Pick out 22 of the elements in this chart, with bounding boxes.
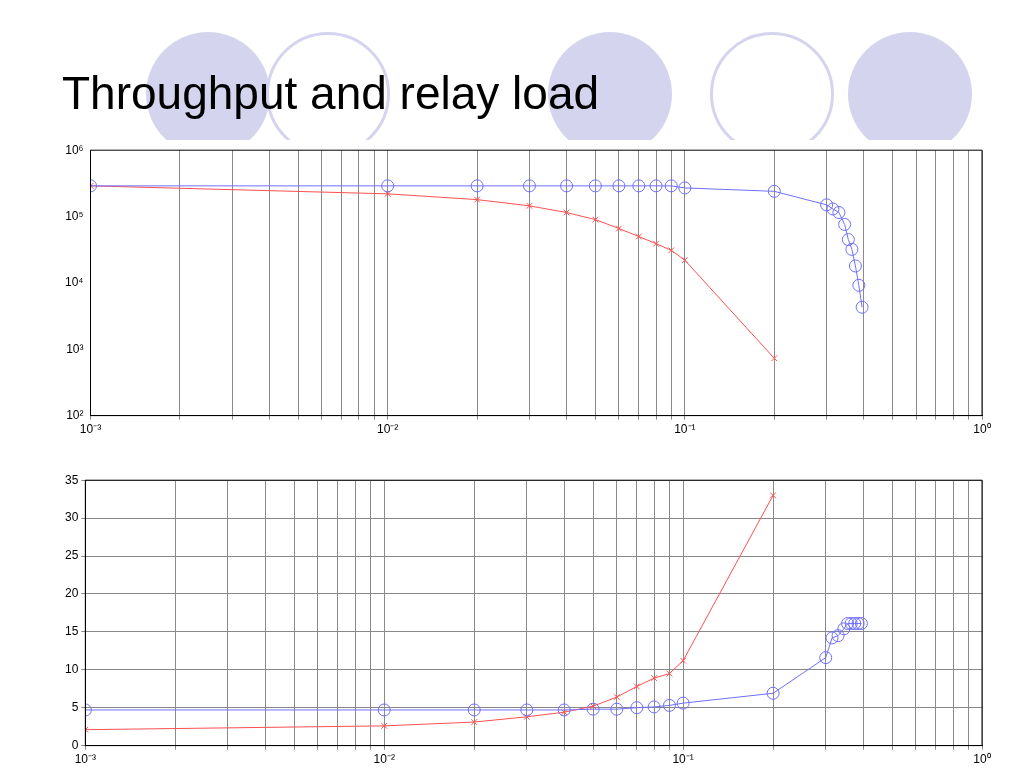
- y-tick-label: 30: [64, 510, 79, 525]
- x-tick-label: 10⁻³: [74, 752, 97, 767]
- x-tick-label: 10⁰: [973, 422, 991, 437]
- chart-title: Throughput and relay load: [62, 66, 600, 120]
- x-tick-label: 10⁰: [973, 752, 991, 767]
- y-tick-label: 0: [71, 737, 79, 752]
- y-tick-label: 20: [64, 586, 79, 601]
- y-tick-label: 10²: [66, 407, 84, 422]
- y-tick-label: 25: [64, 548, 79, 563]
- x-tick-label: 10⁻²: [373, 752, 395, 767]
- x-tick-label: 10⁻¹: [674, 422, 696, 437]
- y-tick-label: 10⁵: [65, 208, 84, 223]
- y-tick-label: 10: [64, 662, 79, 677]
- y-tick-label: 10³: [66, 341, 84, 356]
- x-tick-label: 10⁻³: [79, 422, 102, 437]
- x-tick-label: 10⁻²: [377, 422, 399, 437]
- y-tick-label: 35: [64, 472, 79, 487]
- y-tick-label: 10⁶: [65, 142, 84, 157]
- x-tick-label: 10⁻¹: [672, 752, 694, 767]
- y-tick-label: 15: [64, 624, 79, 639]
- y-tick-label: 10⁴: [64, 275, 84, 290]
- y-tick-label: 5: [71, 700, 79, 714]
